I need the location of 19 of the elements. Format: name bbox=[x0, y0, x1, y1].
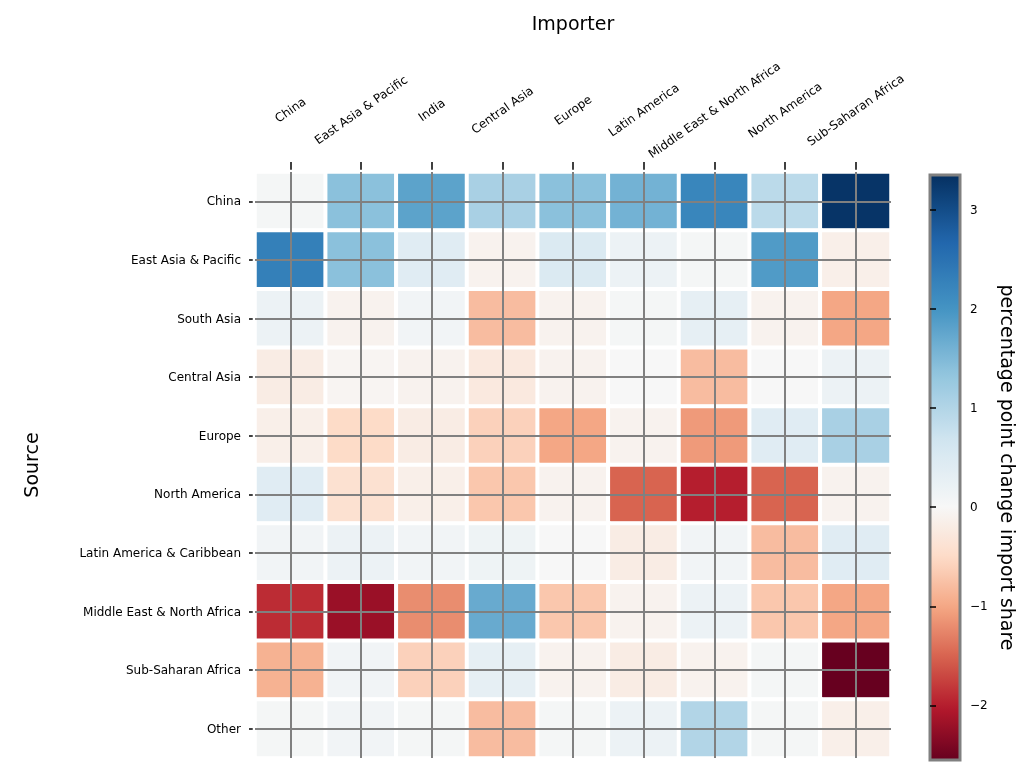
y-tick-label: Sub-Saharan Africa bbox=[125, 663, 241, 678]
color-bar-label: 3 bbox=[970, 202, 978, 217]
y-tick-label: Latin America & Caribbean bbox=[79, 545, 241, 560]
y-tick-label: Middle East & North Africa bbox=[83, 604, 241, 619]
y-tick-label: Central Asia bbox=[168, 370, 241, 385]
y-axis-title: Source bbox=[19, 432, 42, 498]
y-tick-label: Other bbox=[206, 721, 242, 736]
color-bar-label: −2 bbox=[970, 698, 988, 713]
y-tick-label: China bbox=[206, 194, 241, 209]
color-bar-title: percentage point change import share bbox=[996, 284, 1019, 651]
y-tick-label: South Asia bbox=[177, 311, 241, 326]
color-bar-label: −1 bbox=[970, 599, 988, 614]
y-tick-label: East Asia & Pacific bbox=[131, 252, 241, 267]
color-bar-label: 0 bbox=[970, 500, 978, 515]
y-tick-label: North America bbox=[154, 487, 241, 502]
y-tick-label: Europe bbox=[198, 428, 241, 443]
x-axis-title: Importer bbox=[531, 11, 615, 34]
color-bar-label: 2 bbox=[970, 301, 978, 316]
color-bar-label: 1 bbox=[970, 401, 978, 416]
